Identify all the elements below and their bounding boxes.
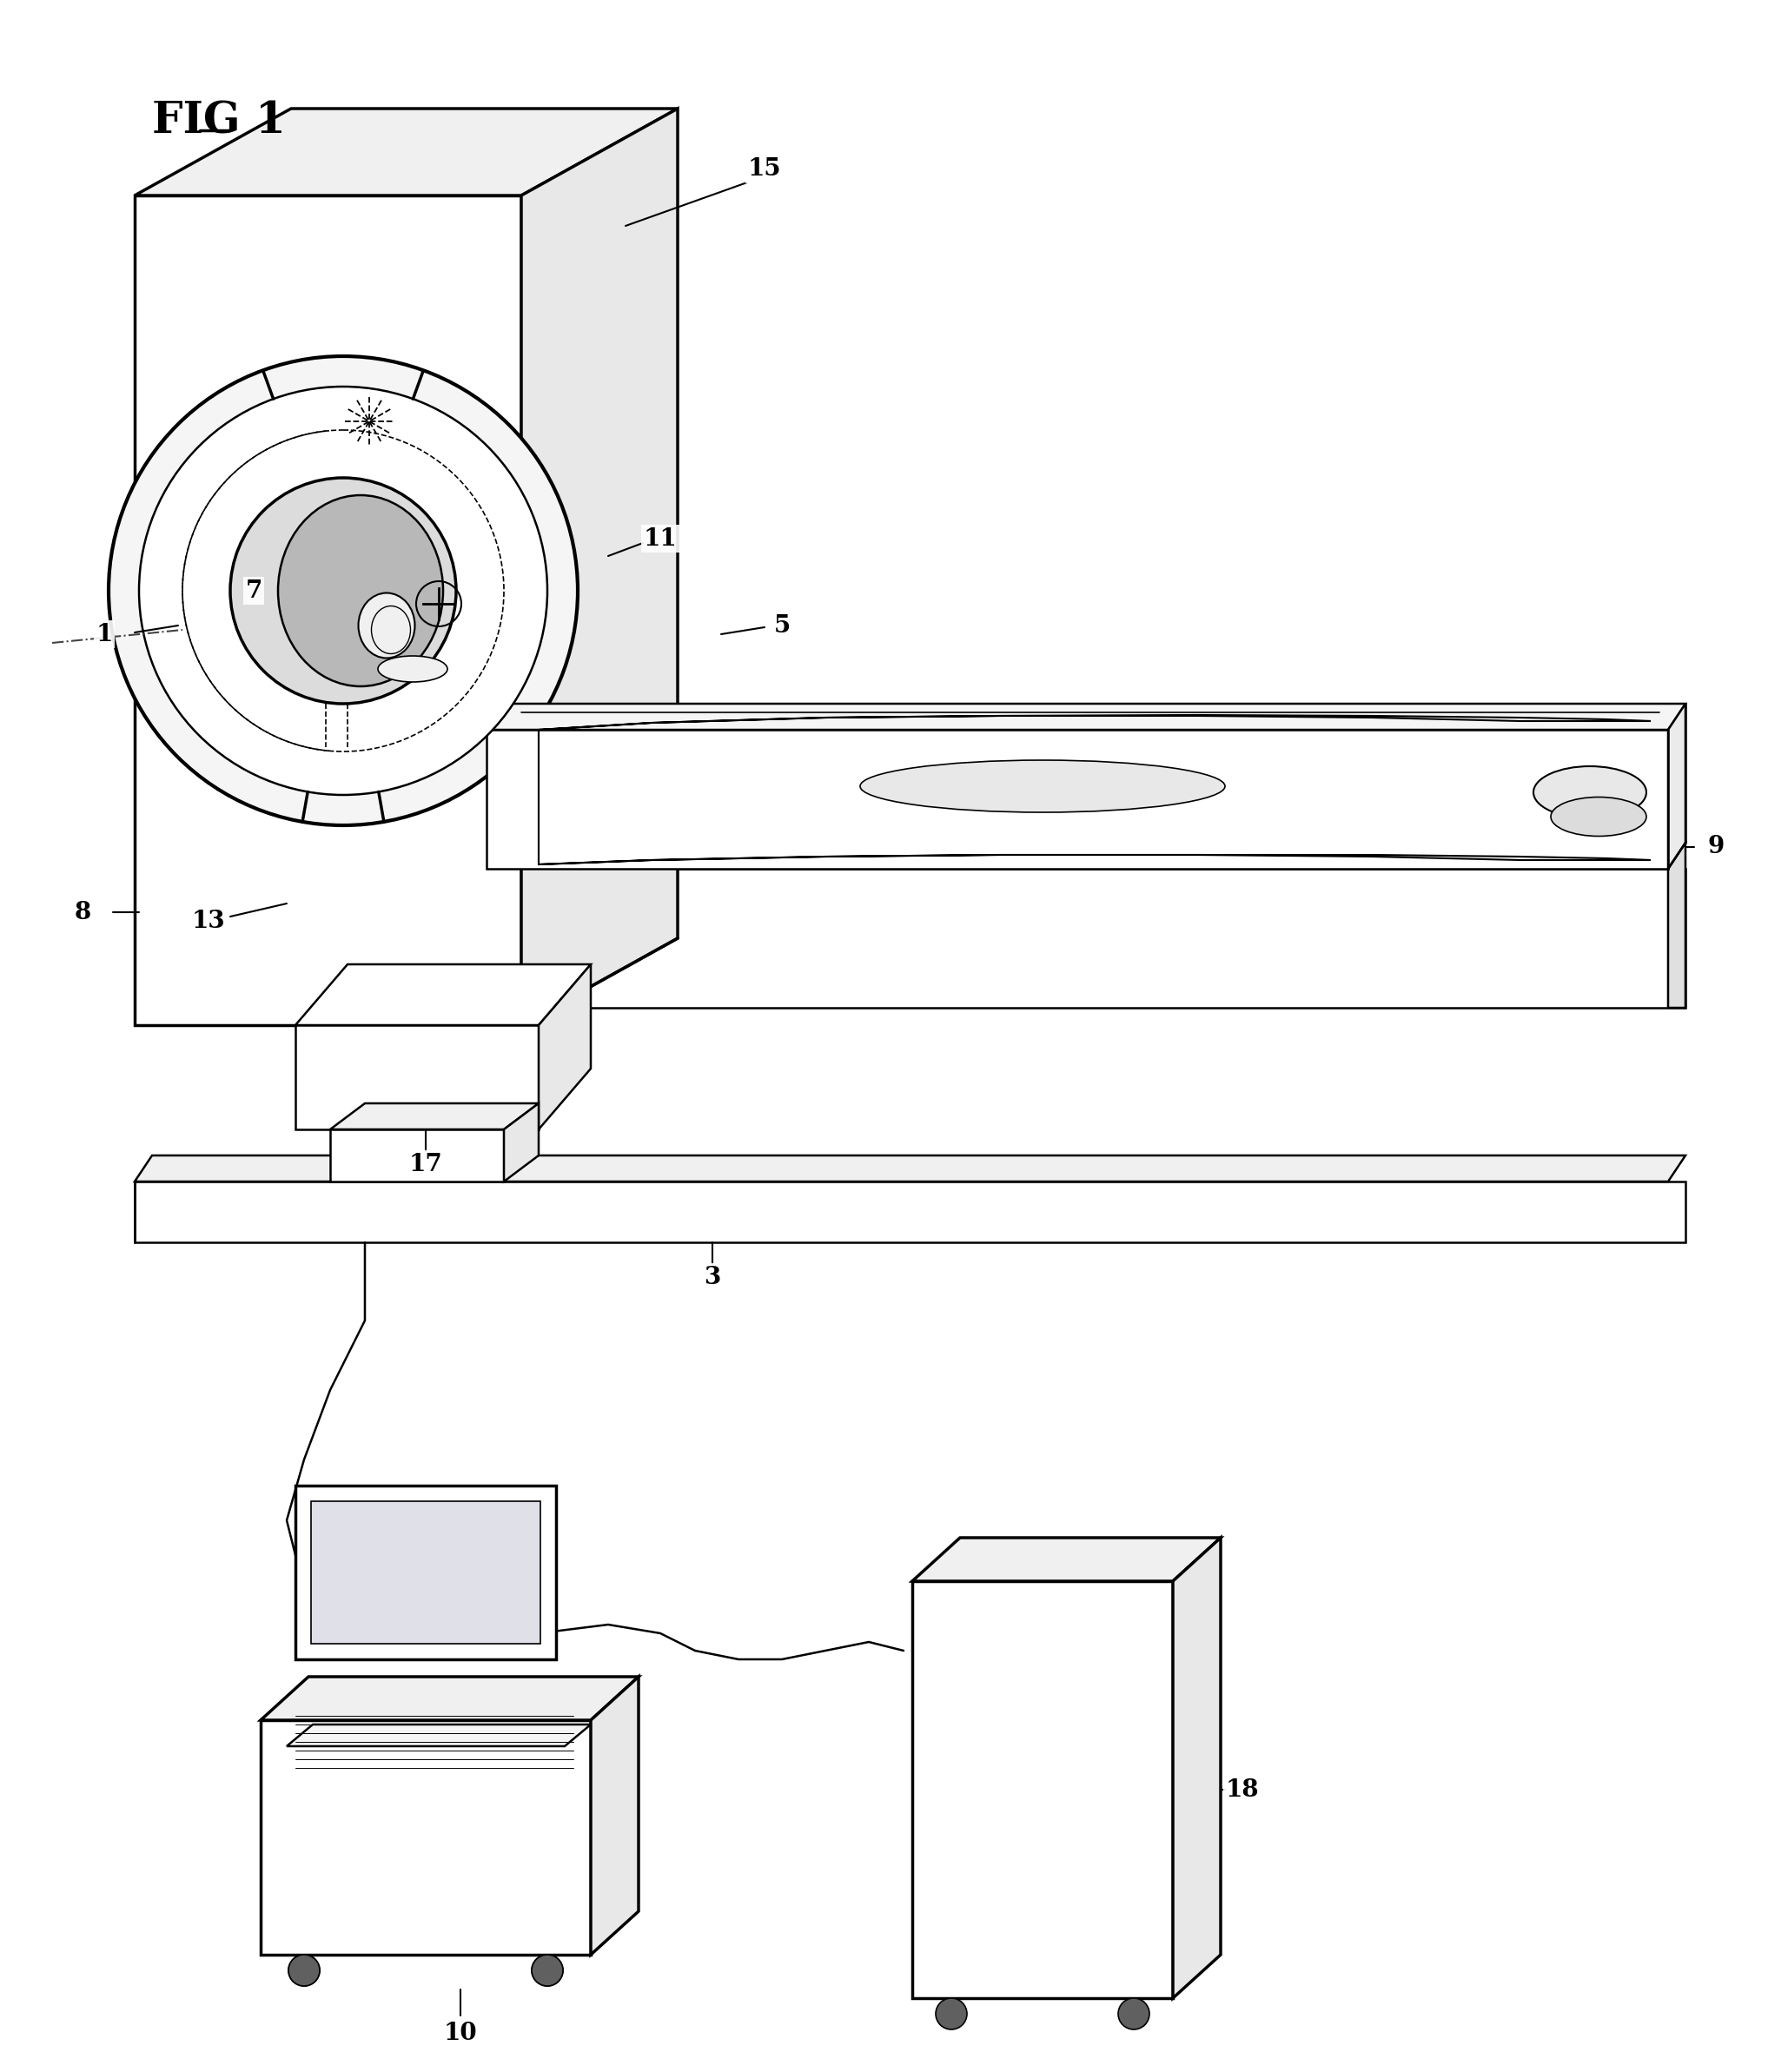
Polygon shape [260, 1676, 638, 1720]
Polygon shape [495, 843, 1685, 868]
Polygon shape [311, 1502, 541, 1643]
Circle shape [935, 1997, 967, 2028]
Polygon shape [1172, 1537, 1220, 1997]
Polygon shape [295, 963, 591, 1026]
Ellipse shape [108, 356, 578, 825]
Polygon shape [591, 1676, 638, 1954]
Polygon shape [1667, 704, 1685, 868]
Text: 15: 15 [748, 157, 781, 180]
Text: 13: 13 [191, 910, 225, 932]
Polygon shape [495, 868, 1685, 1007]
Polygon shape [486, 704, 1685, 729]
Ellipse shape [278, 495, 444, 686]
Circle shape [532, 1954, 562, 1985]
Polygon shape [134, 1181, 1685, 1243]
Polygon shape [134, 195, 522, 1026]
Polygon shape [912, 1537, 1220, 1581]
Text: 18: 18 [1225, 1778, 1259, 1801]
Text: 11: 11 [644, 526, 677, 551]
Polygon shape [912, 1581, 1172, 1997]
Polygon shape [486, 729, 1667, 868]
Text: FIG 1: FIG 1 [152, 99, 286, 143]
Ellipse shape [140, 387, 548, 796]
Ellipse shape [230, 479, 456, 704]
Polygon shape [295, 1486, 555, 1660]
Text: 8: 8 [74, 901, 90, 924]
Ellipse shape [1551, 798, 1646, 837]
Text: 17: 17 [408, 1152, 442, 1177]
Polygon shape [504, 1102, 539, 1181]
Circle shape [532, 1954, 562, 1985]
Ellipse shape [1533, 767, 1646, 818]
Polygon shape [260, 1720, 591, 1954]
Polygon shape [1667, 843, 1685, 1007]
Polygon shape [522, 108, 677, 1026]
Text: 9: 9 [1708, 835, 1724, 858]
Text: 3: 3 [704, 1266, 721, 1289]
Circle shape [288, 1954, 320, 1985]
Polygon shape [286, 1724, 591, 1747]
Text: 7: 7 [246, 578, 262, 603]
Polygon shape [539, 715, 1651, 864]
Polygon shape [134, 108, 677, 195]
Text: 10: 10 [444, 2020, 477, 2045]
Ellipse shape [378, 657, 447, 682]
Circle shape [288, 1954, 320, 1985]
Ellipse shape [859, 760, 1225, 812]
Text: 5: 5 [774, 613, 790, 638]
Polygon shape [331, 1129, 504, 1181]
Circle shape [1117, 1997, 1149, 2028]
Polygon shape [539, 963, 591, 1129]
Text: 1: 1 [95, 622, 113, 646]
Polygon shape [295, 1026, 539, 1129]
Polygon shape [134, 1156, 1685, 1181]
Ellipse shape [359, 593, 415, 659]
Polygon shape [331, 1102, 539, 1129]
